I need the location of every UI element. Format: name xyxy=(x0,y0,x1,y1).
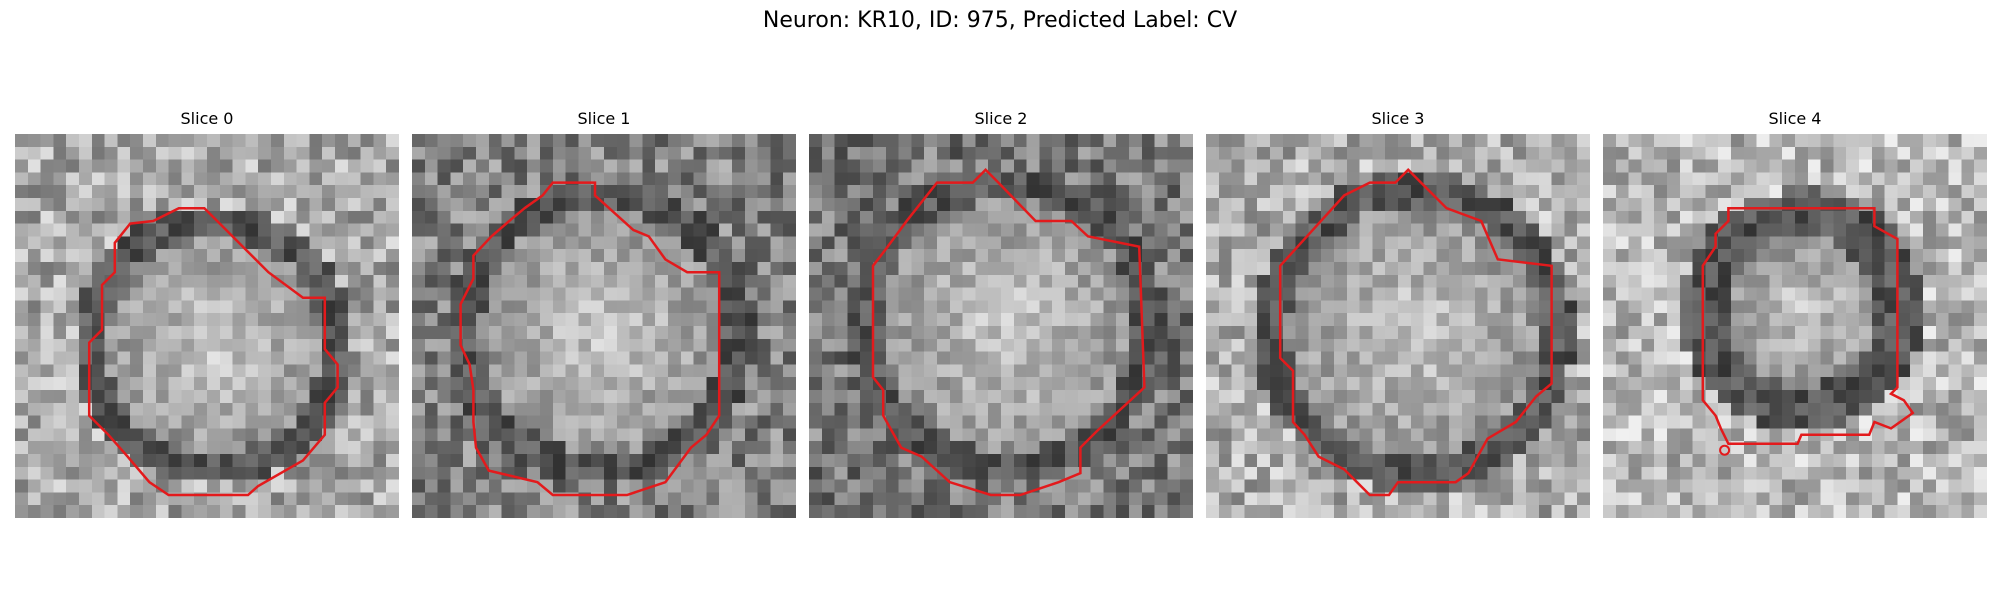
figure-title: Neuron: KR10, ID: 975, Predicted Label: … xyxy=(0,6,2000,36)
slice-panel-1: Slice 1 xyxy=(412,108,796,518)
slice-image-0 xyxy=(15,134,399,518)
pixel-grid xyxy=(1206,134,1590,518)
pixel-grid xyxy=(809,134,1193,518)
slice-image-1 xyxy=(412,134,796,518)
slice-panel-4: Slice 4 xyxy=(1603,108,1987,518)
pixel-grid xyxy=(15,134,399,518)
slice-image-4 xyxy=(1603,134,1987,518)
slice-image-2 xyxy=(809,134,1193,518)
slice-title-2: Slice 2 xyxy=(809,108,1193,130)
slice-panel-3: Slice 3 xyxy=(1206,108,1590,518)
slice-title-3: Slice 3 xyxy=(1206,108,1590,130)
slice-title-1: Slice 1 xyxy=(412,108,796,130)
slice-title-0: Slice 0 xyxy=(15,108,399,130)
slice-title-4: Slice 4 xyxy=(1603,108,1987,130)
pixel-grid xyxy=(1603,134,1987,518)
pixel-grid xyxy=(412,134,796,518)
slice-image-3 xyxy=(1206,134,1590,518)
slice-panel-0: Slice 0 xyxy=(15,108,399,518)
slice-panel-2: Slice 2 xyxy=(809,108,1193,518)
